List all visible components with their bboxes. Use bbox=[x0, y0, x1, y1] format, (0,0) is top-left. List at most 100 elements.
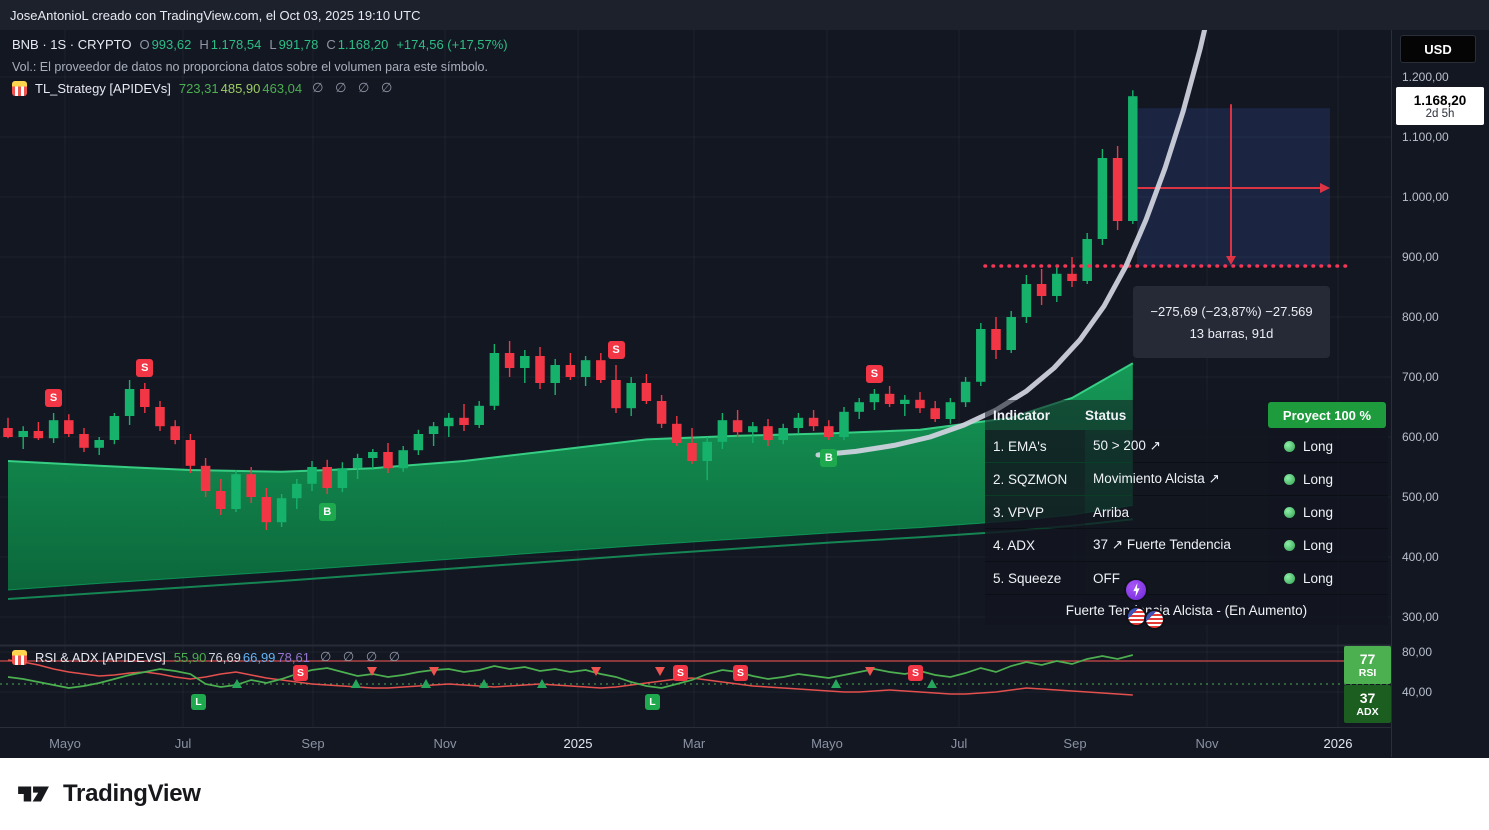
rsi-indicator-icon bbox=[12, 649, 27, 665]
candle bbox=[140, 389, 150, 407]
indicator-value: 76,69 bbox=[208, 649, 241, 665]
candle bbox=[307, 467, 317, 484]
header-indicator: Indicator bbox=[993, 407, 1051, 423]
price-tick-label: 400,00 bbox=[1402, 550, 1439, 564]
candle bbox=[352, 458, 363, 469]
ohlc-open: O 993,62 bbox=[139, 37, 192, 52]
indicator-status: OFF bbox=[1085, 562, 1268, 594]
symbol-info-row[interactable]: BNB · 1S · CRYPTO O 993,62 H 1.178,54 L 991… bbox=[12, 37, 508, 52]
panel-tick-label: 40,00 bbox=[1402, 685, 1433, 699]
indicator-label: 4. ADX bbox=[985, 529, 1085, 561]
price-tick-label: 600,00 bbox=[1402, 430, 1439, 444]
indicator-row: 4. ADX 37 ↗ Fuerte Tendencia Long bbox=[985, 529, 1388, 562]
last-price-badge: 1.168,20 2d 5h bbox=[1396, 87, 1484, 125]
candle bbox=[276, 498, 287, 523]
candle bbox=[839, 411, 849, 437]
indicator-status: Arriba bbox=[1085, 496, 1268, 528]
table-rows: 1. EMA's 50 > 200 ↗ Long 2. SQZMON Movimient… bbox=[985, 430, 1388, 595]
time-tick-label: Mayo bbox=[811, 736, 843, 751]
currency-toggle-button[interactable]: USD bbox=[1400, 35, 1476, 63]
up-triangle-marker bbox=[479, 679, 489, 688]
down-triangle-marker bbox=[367, 667, 377, 676]
candle bbox=[793, 417, 804, 428]
rsi-adx-legend[interactable]: RSI & ADX [APIDEVS] 55,90 76,69 66,99 78,61… bbox=[12, 649, 404, 665]
rsi-indicator-title[interactable]: RSI & ADX [APIDEVS] bbox=[35, 649, 166, 665]
indicator-row: 2. SQZMON Movimiento Alcista ↗ Long bbox=[985, 463, 1388, 496]
candle bbox=[565, 365, 576, 377]
candle bbox=[1052, 273, 1062, 296]
indicator-value: 78,61 bbox=[277, 649, 310, 665]
projection-tooltip: −275,69 (−23,87%) −27.569 13 barras, 91d bbox=[1133, 286, 1330, 358]
flag-icon bbox=[1144, 609, 1165, 630]
indicator-label: 1. EMA's bbox=[985, 430, 1085, 462]
strategy-legend[interactable]: TL_Strategy [APIDEVs] 723,31 485,90 463,04… bbox=[12, 80, 396, 96]
change-value: +174,56 (+17,57%) bbox=[396, 37, 508, 52]
indicator-label: 2. SQZMON bbox=[985, 463, 1085, 495]
sell-signal-marker: S bbox=[136, 359, 154, 377]
indicator-signal: Long bbox=[1268, 496, 1388, 528]
candle bbox=[626, 383, 636, 409]
strategy-empty-values: ∅ ∅ ∅ ∅ bbox=[312, 80, 397, 95]
candle bbox=[3, 428, 13, 437]
long-status-dot-icon bbox=[1284, 473, 1295, 485]
time-tick-label: Jul bbox=[950, 736, 968, 751]
up-triangle-marker bbox=[927, 679, 937, 688]
attribution-bar: JoseAntonioL creado con TradingView.com,… bbox=[0, 0, 1489, 30]
sell-signal-marker: S bbox=[45, 389, 63, 407]
ohlc-high: H 1.178,54 bbox=[199, 37, 262, 52]
candle bbox=[504, 353, 515, 368]
indicator-value: 66,99 bbox=[242, 649, 276, 665]
candle bbox=[672, 423, 682, 443]
strategy-icon bbox=[12, 80, 27, 96]
buy-signal-marker: B bbox=[318, 503, 336, 521]
candle bbox=[611, 380, 621, 409]
long-status-dot-icon bbox=[1284, 539, 1295, 551]
price-axis[interactable]: USD 1.168,20 2d 5h 1.200,00 1.100,00 1.000… bbox=[1391, 30, 1489, 757]
time-tick-label: Jul bbox=[174, 736, 192, 751]
proyect-button[interactable]: Proyect 100 % bbox=[1268, 402, 1386, 428]
rsi-values: 55,90 76,69 66,99 78,61 bbox=[174, 650, 312, 665]
ema-cloud bbox=[8, 363, 1133, 590]
candle bbox=[596, 360, 606, 380]
candle bbox=[732, 420, 743, 433]
candle bbox=[337, 468, 348, 488]
ohlc-low: L 991,78 bbox=[269, 37, 319, 52]
chart-plot-area[interactable] bbox=[0, 0, 1489, 758]
attribution-text: JoseAntonioL creado con TradingView.com,… bbox=[10, 7, 421, 23]
price-tick-label: 700,00 bbox=[1402, 370, 1439, 384]
rsi-line bbox=[7, 654, 1134, 689]
indicator-status: 50 > 200 ↗ bbox=[1085, 430, 1268, 462]
long-status-dot-icon bbox=[1284, 506, 1295, 518]
long-status-dot-icon bbox=[1284, 440, 1295, 452]
indicator-row: 5. Squeeze OFF Long bbox=[985, 562, 1388, 595]
indicator-row: 3. VPVP Arriba Long bbox=[985, 496, 1388, 529]
symbol-title[interactable]: BNB · 1S · CRYPTO bbox=[12, 37, 132, 52]
candle bbox=[748, 426, 758, 433]
price-tick-label: 900,00 bbox=[1402, 250, 1439, 264]
candle bbox=[656, 401, 667, 424]
down-triangle-marker bbox=[865, 667, 875, 676]
sell-signal-marker: S bbox=[908, 665, 923, 681]
candle bbox=[976, 329, 986, 382]
indicator-value: 55,90 bbox=[173, 649, 207, 665]
candle bbox=[428, 426, 439, 434]
candle bbox=[778, 428, 788, 440]
down-triangle-marker bbox=[429, 667, 439, 676]
up-triangle-marker bbox=[232, 679, 242, 688]
rsi-value-badge: 77 RSI bbox=[1344, 646, 1391, 684]
candle bbox=[48, 420, 59, 439]
indicator-signal: Long bbox=[1268, 430, 1388, 462]
candle bbox=[550, 365, 560, 383]
sell-signal-marker: S bbox=[865, 365, 883, 383]
indicator-signal: Long bbox=[1268, 529, 1388, 561]
time-tick-label: Sep bbox=[1063, 736, 1087, 751]
candle bbox=[109, 416, 120, 440]
candle bbox=[155, 407, 165, 427]
candle bbox=[322, 467, 332, 488]
candle bbox=[231, 474, 241, 509]
time-axis[interactable]: Mayo Jul Sep Nov 2025 Mar Mayo Jul Sep Nov 2026 bbox=[0, 727, 1489, 758]
candle bbox=[687, 443, 697, 461]
strategy-title[interactable]: TL_Strategy [APIDEVs] bbox=[35, 80, 171, 96]
strategy-values: 723,31 485,90 463,04 bbox=[179, 81, 304, 96]
